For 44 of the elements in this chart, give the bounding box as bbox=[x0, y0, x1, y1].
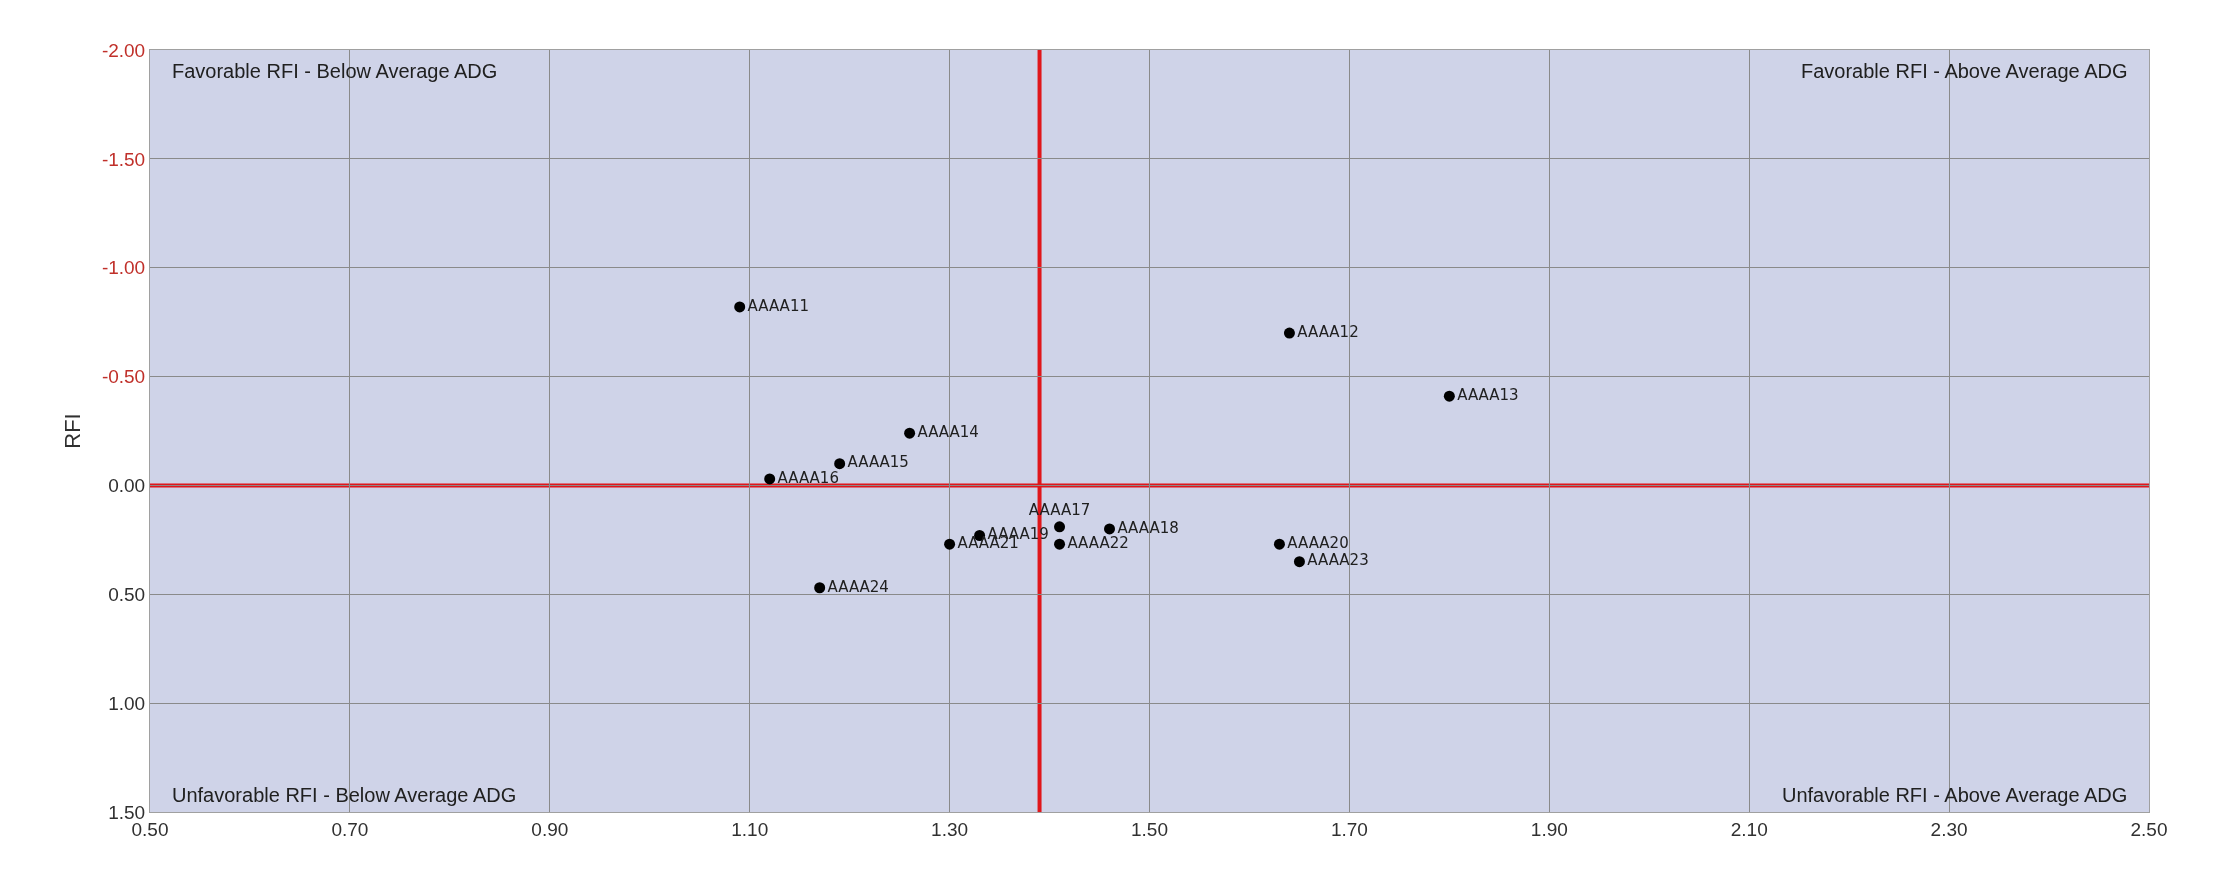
point bbox=[944, 538, 956, 550]
y-tick-label: -2.00 bbox=[101, 39, 146, 61]
y-tick-label: -0.50 bbox=[101, 366, 146, 388]
series-label: AAAA20 bbox=[1287, 533, 1349, 552]
point bbox=[1283, 327, 1295, 339]
point bbox=[1273, 538, 1285, 550]
point bbox=[1104, 523, 1116, 535]
series-label: AAAA16 bbox=[777, 468, 839, 487]
point bbox=[1054, 538, 1066, 550]
x-tick-label: 2.10 bbox=[1730, 818, 1768, 840]
point bbox=[814, 582, 826, 594]
series-label: AAAA12 bbox=[1297, 322, 1359, 341]
point bbox=[1293, 556, 1305, 568]
x-tick-label: 2.50 bbox=[2130, 818, 2168, 840]
x-tick-label: 1.70 bbox=[1330, 818, 1368, 840]
annotation: Favorable RFI - Above Average ADG bbox=[1801, 60, 2128, 82]
y-tick-label: -1.50 bbox=[101, 148, 146, 170]
point bbox=[764, 473, 776, 485]
x-tick-label: 1.30 bbox=[931, 818, 969, 840]
point bbox=[834, 458, 846, 470]
annotation: Favorable RFI - Below Average ADG bbox=[172, 60, 498, 82]
x-tick-label: 1.10 bbox=[731, 818, 769, 840]
point bbox=[1443, 390, 1455, 402]
point bbox=[734, 301, 746, 313]
annotation: Unfavorable RFI - Below Average ADG bbox=[172, 784, 517, 806]
annotation: Unfavorable RFI - Above Average ADG bbox=[1782, 784, 2128, 806]
series-label: AAAA23 bbox=[1307, 551, 1369, 570]
x-tick-label: 1.90 bbox=[1530, 818, 1568, 840]
x-tick-label: 0.90 bbox=[531, 818, 569, 840]
point bbox=[1054, 521, 1066, 533]
x-tick-label: 1.50 bbox=[1131, 818, 1168, 840]
y-tick-label: 0.00 bbox=[108, 475, 146, 497]
series-label: AAAA14 bbox=[917, 422, 979, 441]
x-tick-label: 0.70 bbox=[331, 818, 369, 840]
series-label: AAAA13 bbox=[1457, 385, 1519, 404]
y-tick-label: 0.50 bbox=[108, 583, 146, 605]
series-label: AAAA15 bbox=[847, 453, 909, 472]
point bbox=[904, 427, 916, 439]
series-label: AAAA24 bbox=[827, 577, 889, 596]
series-label: AAAA11 bbox=[747, 296, 809, 315]
x-tick-label: 2.30 bbox=[1930, 818, 1968, 840]
y-tick-label: 1.00 bbox=[108, 692, 146, 714]
y-tick-label: -1.00 bbox=[101, 257, 146, 279]
y-axis-title: RFI bbox=[59, 413, 85, 449]
